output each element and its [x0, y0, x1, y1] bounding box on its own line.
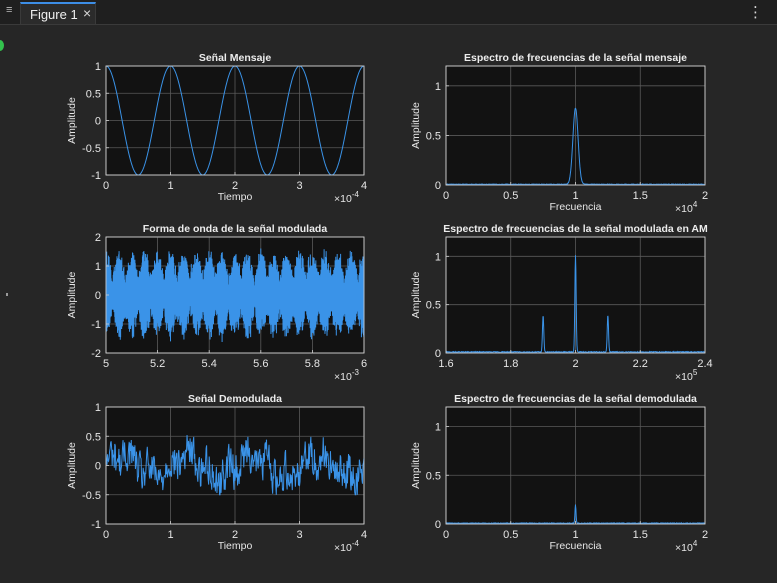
- y-tick-label: -0.5: [82, 143, 101, 155]
- x-tick-label: 1.5: [633, 190, 648, 202]
- y-tick-label: -2: [91, 348, 101, 360]
- x-axis-label: Frecuencia: [550, 201, 602, 213]
- y-tick-label: 2: [95, 232, 101, 244]
- y-tick-label: 0: [435, 348, 441, 360]
- plot-title: Señal Mensaje: [199, 52, 272, 64]
- y-tick-label: 0.5: [86, 88, 101, 100]
- x-tick-label: 3: [296, 529, 302, 541]
- x-axis-label: Frecuencia: [550, 540, 602, 552]
- x-tick-label: 1: [167, 529, 173, 541]
- x-axis-exponent: ×10-4: [334, 539, 359, 554]
- plot-title: Forma de onda de la señal modulada: [143, 223, 328, 235]
- x-tick-label: 0.5: [503, 190, 518, 202]
- signal-line[interactable]: [445, 107, 706, 186]
- x-tick-label: 2: [232, 529, 238, 541]
- x-tick-label: 1: [572, 529, 578, 541]
- y-tick-label: 1: [435, 81, 441, 93]
- status-indicator-icon: [0, 40, 4, 51]
- signal-line[interactable]: [105, 435, 365, 496]
- x-tick-label: 2.4: [697, 358, 712, 370]
- splitter-handle[interactable]: [6, 293, 8, 296]
- signal-line[interactable]: [445, 504, 706, 525]
- x-tick-label: 1: [572, 190, 578, 202]
- y-tick-label: 0: [95, 461, 101, 473]
- y-tick-label: 0: [95, 290, 101, 302]
- x-tick-label: 1.6: [438, 358, 453, 370]
- x-tick-label: 2: [702, 529, 708, 541]
- x-tick-label: 2.2: [633, 358, 648, 370]
- tab-figure-1[interactable]: Figure 1 ×: [20, 2, 96, 24]
- x-axis-exponent: ×10-4: [334, 190, 359, 205]
- plot-p6[interactable]: 0 0.5 1 1.5 2 0 0.5 1 Espectro de frecuencias de…: [410, 393, 708, 554]
- y-tick-label: -1: [91, 519, 101, 531]
- y-tick-label: -1: [91, 170, 101, 182]
- y-tick-label: 1: [435, 251, 441, 263]
- x-tick-label: 4: [361, 529, 367, 541]
- y-tick-label: 1: [95, 402, 101, 414]
- x-axis-exponent: ×105: [675, 368, 698, 383]
- x-tick-label: 2: [232, 180, 238, 192]
- x-tick-label: 5.6: [253, 358, 268, 370]
- y-tick-label: 0: [435, 519, 441, 531]
- x-tick-label: 0: [103, 529, 109, 541]
- x-tick-label: 0: [103, 180, 109, 192]
- x-tick-label: 5.2: [150, 358, 165, 370]
- y-tick-label: 0.5: [426, 300, 441, 312]
- plot-title: Espectro de frecuencias de la señal demo…: [454, 393, 697, 405]
- x-tick-label: 5: [103, 358, 109, 370]
- x-tick-label: 1.5: [633, 529, 648, 541]
- plot-title: Señal Demodulada: [188, 393, 282, 405]
- x-tick-label: 6: [361, 358, 367, 370]
- x-tick-label: 2: [572, 358, 578, 370]
- y-axis-label: Amplitude: [410, 442, 422, 489]
- x-tick-label: 5.4: [202, 358, 217, 370]
- y-tick-label: 0.5: [426, 130, 441, 142]
- plot-p2[interactable]: 0 0.5 1 1.5 2 0 0.5 1 Espectro de frecuencias de…: [410, 52, 708, 215]
- plot-p3[interactable]: 5 5.2 5.4 5.6 5.8 6 -2 -1 0 1 2 Forma de onda de la…: [66, 223, 367, 383]
- y-tick-label: 1: [95, 261, 101, 273]
- x-tick-label: 0: [443, 529, 449, 541]
- y-tick-label: -0.5: [82, 490, 101, 502]
- x-tick-label: 2: [702, 190, 708, 202]
- y-tick-label: -1: [91, 319, 101, 331]
- x-axis-label: Tiempo: [218, 540, 253, 552]
- figure-tab-bar: ≡ Figure 1 × ⋮: [0, 0, 777, 25]
- y-tick-label: 0.5: [86, 431, 101, 443]
- y-axis-label: Amplitude: [66, 442, 78, 489]
- y-axis-label: Amplitude: [410, 102, 422, 149]
- y-tick-label: 1: [435, 422, 441, 434]
- x-axis-exponent: ×10-3: [334, 368, 359, 383]
- x-tick-label: 3: [296, 180, 302, 192]
- x-tick-label: 0: [443, 190, 449, 202]
- x-tick-label: 1.8: [503, 358, 518, 370]
- x-tick-label: 0.5: [503, 529, 518, 541]
- close-icon[interactable]: ×: [83, 5, 92, 21]
- x-axis-label: Tiempo: [218, 191, 253, 203]
- signal-line[interactable]: [445, 255, 706, 354]
- more-options-icon[interactable]: ⋮: [748, 4, 763, 21]
- y-axis-label: Amplitude: [66, 97, 78, 144]
- plot-p1[interactable]: 0 1 2 3 4 -1 -0.5 0 0.5 1 Señal Mensaje Amplitude Ti…: [66, 52, 367, 205]
- plot-p4[interactable]: 1.6 1.8 2 2.2 2.4 0 0.5 1 Espectro de frecuencia…: [410, 223, 713, 383]
- x-axis-exponent: ×104: [675, 200, 698, 215]
- y-axis-label: Amplitude: [410, 272, 422, 319]
- tab-label: Figure 1: [30, 7, 78, 22]
- y-tick-label: 1: [95, 61, 101, 73]
- signal-line[interactable]: [105, 248, 365, 342]
- y-tick-label: 0.5: [426, 470, 441, 482]
- y-tick-label: 0: [95, 116, 101, 128]
- plot-title: Espectro de frecuencias de la señal mens…: [464, 52, 687, 64]
- x-tick-label: 4: [361, 180, 367, 192]
- plot-p5[interactable]: 0 1 2 3 4 -1 -0.5 0 0.5 1 Señal Demodulada Amplitud…: [66, 393, 367, 554]
- x-tick-label: 5.8: [305, 358, 320, 370]
- plot-title: Espectro de frecuencias de la señal modu…: [443, 223, 708, 235]
- x-tick-label: 1: [167, 180, 173, 192]
- y-axis-label: Amplitude: [66, 272, 78, 319]
- y-tick-label: 0: [435, 180, 441, 192]
- tab-list-menu-icon[interactable]: ≡: [6, 4, 13, 16]
- x-axis-exponent: ×104: [675, 539, 698, 554]
